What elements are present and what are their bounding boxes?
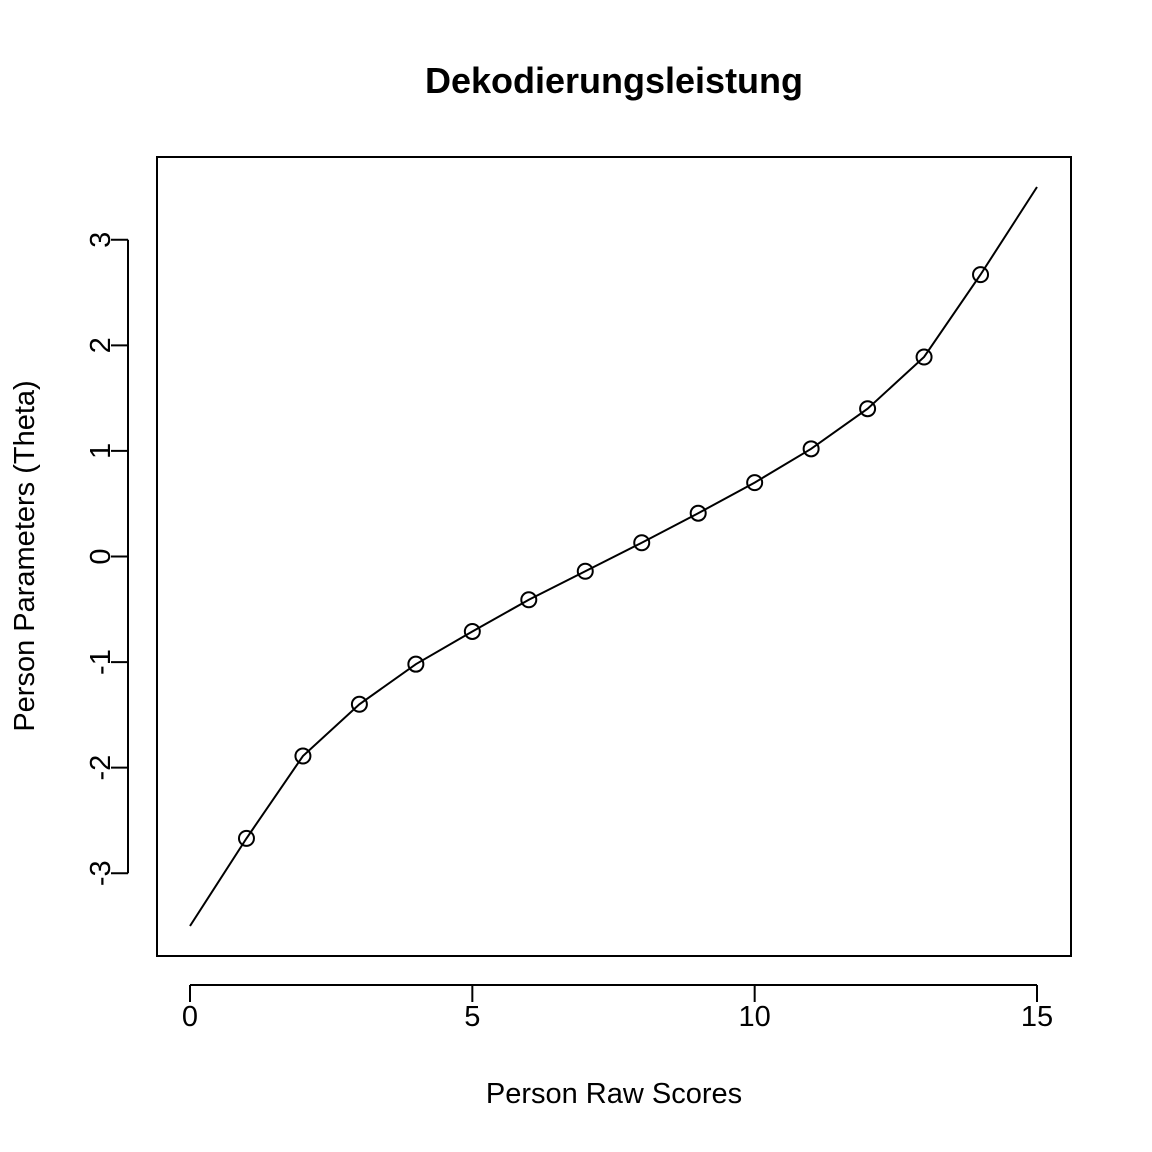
y-axis-label: Person Parameters (Theta)	[9, 380, 41, 731]
theta-curve-line	[189, 186, 1038, 927]
data-point	[407, 655, 425, 673]
y-tick-label: -1	[85, 649, 117, 675]
chart-title: Dekodierungsleistung	[425, 60, 803, 101]
x-tick-label: 15	[1021, 1001, 1053, 1033]
y-axis: -3 -2 -1 0 1 2 3	[85, 232, 129, 886]
data-point	[633, 534, 651, 552]
y-tick-label: 3	[85, 232, 117, 248]
data-point	[746, 474, 764, 492]
x-axis: 0 5 10 15	[182, 984, 1053, 1033]
plot-frame	[156, 156, 1072, 957]
y-tick-label: 0	[85, 548, 117, 564]
data-point	[463, 622, 481, 640]
data-point	[915, 348, 933, 366]
data-point	[689, 504, 707, 522]
data-point	[520, 591, 538, 609]
x-tick-label: 5	[464, 1001, 480, 1033]
x-tick-label: 10	[739, 1001, 771, 1033]
x-tick-label: 0	[182, 1001, 198, 1033]
data-point	[294, 747, 312, 765]
y-tick-label: 1	[85, 443, 117, 459]
x-axis-label: Person Raw Scores	[486, 1078, 742, 1110]
y-tick-label: -3	[85, 860, 117, 886]
data-point	[576, 562, 594, 580]
data-point	[859, 400, 877, 418]
y-tick-label: 2	[85, 337, 117, 353]
series-layer	[189, 186, 1038, 927]
data-point	[350, 695, 368, 713]
data-point	[802, 440, 820, 458]
data-point	[237, 829, 255, 847]
data-point	[972, 266, 990, 284]
y-tick-label: -2	[85, 755, 117, 781]
